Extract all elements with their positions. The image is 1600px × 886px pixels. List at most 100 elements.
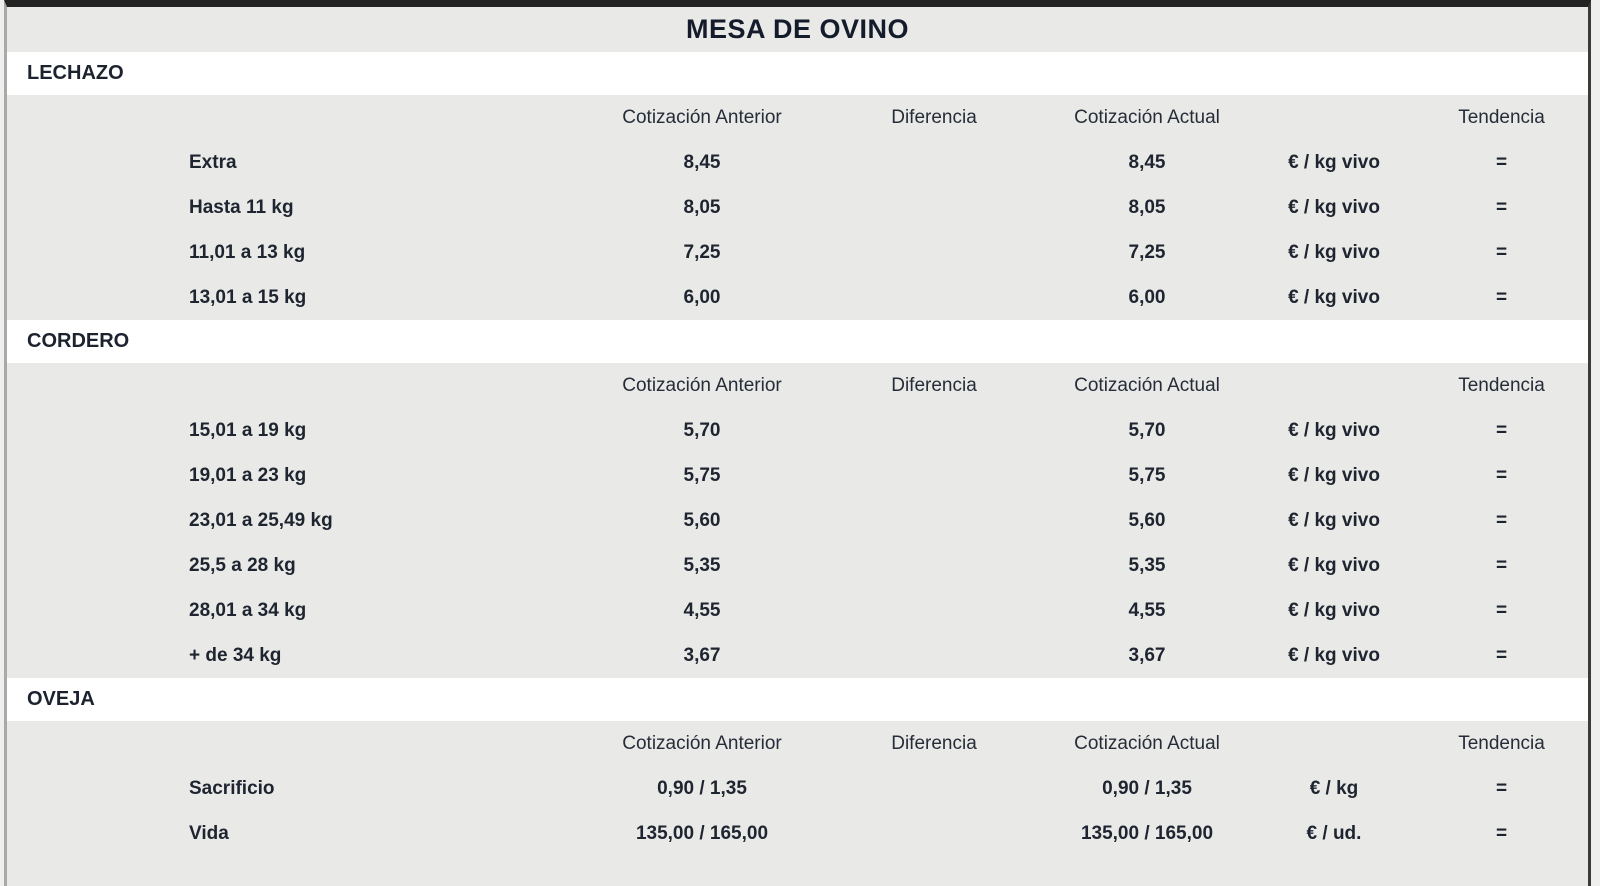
table-row: Sacrificio 0,90 / 1,35 0,90 / 1,35 € / kg = (7, 766, 1588, 811)
cell-anterior: 7,25 (683, 241, 721, 263)
column-header-row: Cotización Anterior Diferencia Cotización … (7, 95, 1588, 140)
cell-tendencia: = (1495, 509, 1508, 531)
cell-tendencia: = (1495, 464, 1508, 486)
sections-container: LECHAZO Cotización Anterior Diferencia Coti… (7, 52, 1588, 856)
cell-label: 11,01 a 13 kg (189, 241, 306, 263)
cell-tendencia: = (1495, 644, 1508, 666)
cell-anterior: 5,60 (683, 509, 721, 531)
cell-actual: 5,70 (1128, 419, 1166, 441)
cell-label: 28,01 a 34 kg (189, 599, 307, 621)
table-row: 11,01 a 13 kg 7,25 7,25 € / kg vivo = (7, 230, 1588, 275)
section-band: CORDERO (7, 320, 1588, 363)
col-header-anterior: Cotización Anterior (622, 374, 782, 396)
cell-label: 19,01 a 23 kg (189, 464, 307, 486)
col-header-tendencia: Tendencia (1458, 374, 1545, 396)
cell-label: Extra (189, 151, 237, 173)
section-block: Cotización Anterior Diferencia Cotización … (7, 363, 1588, 678)
page-title: MESA DE OVINO (685, 14, 910, 44)
cell-unit: € / ud. (1306, 822, 1362, 844)
cell-anterior: 3,67 (683, 644, 721, 666)
cell-unit: € / kg vivo (1288, 509, 1380, 531)
cell-anterior: 5,35 (683, 554, 721, 576)
table-row: 15,01 a 19 kg 5,70 5,70 € / kg vivo = (7, 408, 1588, 453)
table-title-bar: MESA DE OVINO (7, 7, 1588, 52)
cell-tendencia: = (1495, 151, 1508, 173)
cell-tendencia: = (1495, 286, 1508, 308)
cell-anterior: 6,00 (683, 286, 721, 308)
table-row: 28,01 a 34 kg 4,55 4,55 € / kg vivo = (7, 588, 1588, 633)
cell-anterior: 5,75 (683, 464, 721, 486)
cell-label: 23,01 a 25,49 kg (189, 509, 333, 531)
section-band: OVEJA (7, 678, 1588, 721)
cell-unit: € / kg vivo (1288, 419, 1380, 441)
col-header-diferencia: Diferencia (891, 106, 977, 128)
table-row: 19,01 a 23 kg 5,75 5,75 € / kg vivo = (7, 453, 1588, 498)
cell-anterior: 0,90 / 1,35 (657, 777, 747, 799)
cell-unit: € / kg (1309, 777, 1359, 799)
cell-label: Sacrificio (189, 777, 275, 799)
section-oveja: OVEJA Cotización Anterior Diferencia Cotiza… (7, 678, 1588, 856)
cell-unit: € / kg vivo (1288, 286, 1380, 308)
cell-anterior: 5,70 (683, 419, 721, 441)
cell-unit: € / kg vivo (1288, 644, 1380, 666)
cell-actual: 8,45 (1128, 151, 1166, 173)
cell-anterior: 8,05 (683, 196, 721, 218)
cell-unit: € / kg vivo (1288, 151, 1380, 173)
cell-tendencia: = (1495, 196, 1508, 218)
cell-actual: 135,00 / 165,00 (1080, 822, 1214, 844)
cell-label: Hasta 11 kg (189, 196, 294, 218)
cell-actual: 4,55 (1128, 599, 1166, 621)
table-row: 25,5 a 28 kg 5,35 5,35 € / kg vivo = (7, 543, 1588, 588)
section-block: Cotización Anterior Diferencia Cotización … (7, 95, 1588, 320)
cell-tendencia: = (1495, 554, 1508, 576)
cell-actual: 8,05 (1128, 196, 1166, 218)
col-header-diferencia: Diferencia (891, 374, 977, 396)
cell-actual: 3,67 (1128, 644, 1166, 666)
cell-unit: € / kg vivo (1288, 599, 1380, 621)
cell-tendencia: = (1495, 822, 1508, 844)
table-row: Hasta 11 kg 8,05 8,05 € / kg vivo = (7, 185, 1588, 230)
col-header-tendencia: Tendencia (1458, 732, 1545, 754)
table-row: + de 34 kg 3,67 3,67 € / kg vivo = (7, 633, 1588, 678)
cell-actual: 0,90 / 1,35 (1102, 777, 1192, 799)
section-lechazo: LECHAZO Cotización Anterior Diferencia Coti… (7, 52, 1588, 320)
cell-tendencia: = (1495, 777, 1508, 799)
col-header-tendencia: Tendencia (1458, 106, 1545, 128)
column-header-row: Cotización Anterior Diferencia Cotización … (7, 363, 1588, 408)
col-header-anterior: Cotización Anterior (622, 106, 782, 128)
cell-unit: € / kg vivo (1288, 464, 1380, 486)
col-header-actual: Cotización Actual (1074, 374, 1220, 396)
cell-anterior: 4,55 (683, 599, 721, 621)
cell-anterior: 135,00 / 165,00 (635, 822, 769, 844)
cell-label: Vida (189, 822, 229, 844)
table-row: 23,01 a 25,49 kg 5,60 5,60 € / kg vivo = (7, 498, 1588, 543)
cell-label: 25,5 a 28 kg (189, 554, 296, 576)
table-row: Vida 135,00 / 165,00 135,00 / 165,00 € / ud… (7, 811, 1588, 856)
cell-unit: € / kg vivo (1288, 241, 1380, 263)
section-title: LECHAZO (27, 62, 124, 84)
ovino-price-table: MESA DE OVINO LECHAZO Cotización Anterior… (4, 0, 1591, 886)
col-header-actual: Cotización Actual (1074, 732, 1220, 754)
column-header-row: Cotización Anterior Diferencia Cotización … (7, 721, 1588, 766)
cell-actual: 5,35 (1128, 554, 1166, 576)
col-header-diferencia: Diferencia (891, 732, 977, 754)
cell-tendencia: = (1495, 419, 1508, 441)
cell-unit: € / kg vivo (1288, 196, 1380, 218)
cell-actual: 5,75 (1128, 464, 1166, 486)
table-row: 13,01 a 15 kg 6,00 6,00 € / kg vivo = (7, 275, 1588, 320)
table-row: Extra 8,45 8,45 € / kg vivo = (7, 140, 1588, 185)
col-header-anterior: Cotización Anterior (622, 732, 782, 754)
cell-tendencia: = (1495, 241, 1508, 263)
cell-actual: 5,60 (1128, 509, 1166, 531)
cell-unit: € / kg vivo (1288, 554, 1380, 576)
cell-label: 13,01 a 15 kg (189, 286, 307, 308)
cell-label: 15,01 a 19 kg (189, 419, 307, 441)
section-cordero: CORDERO Cotización Anterior Diferencia Coti… (7, 320, 1588, 678)
section-band: LECHAZO (7, 52, 1588, 95)
cell-actual: 7,25 (1128, 241, 1166, 263)
cell-anterior: 8,45 (683, 151, 721, 173)
col-header-actual: Cotización Actual (1074, 106, 1220, 128)
section-title: OVEJA (27, 688, 95, 710)
cell-tendencia: = (1495, 599, 1508, 621)
cell-label: + de 34 kg (189, 644, 282, 666)
